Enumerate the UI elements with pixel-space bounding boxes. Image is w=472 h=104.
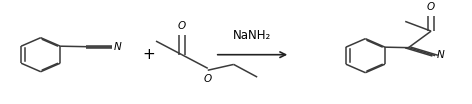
Text: N: N bbox=[436, 50, 444, 60]
Text: O: O bbox=[178, 21, 186, 31]
Text: NaNH₂: NaNH₂ bbox=[233, 29, 271, 42]
Text: O: O bbox=[427, 2, 435, 12]
Text: N: N bbox=[113, 42, 121, 52]
Text: +: + bbox=[143, 47, 155, 62]
Text: O: O bbox=[204, 74, 212, 84]
